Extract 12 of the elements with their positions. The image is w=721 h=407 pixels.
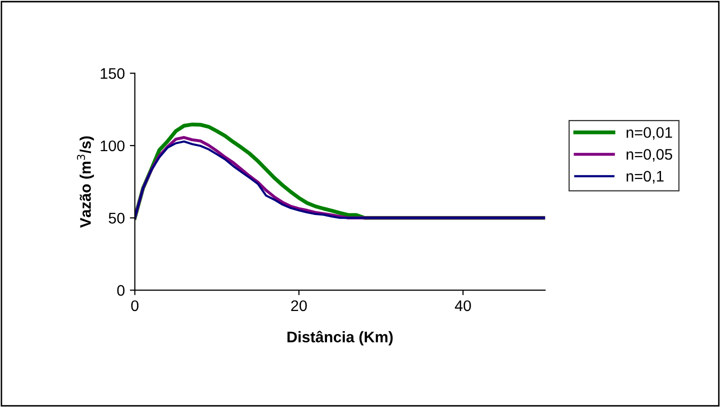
y-axis-title: Vazão (m$^{3}$/s) — [76, 136, 94, 228]
x-tick-label: 40 — [454, 300, 471, 312]
y-tick-label: 0 — [117, 285, 125, 296]
x-tick-label: 20 — [291, 300, 307, 312]
x-axis-title: Distância (Km) — [287, 330, 393, 346]
y-tick-label: 50 — [108, 212, 125, 224]
legend-label: n=0,1 — [626, 170, 664, 184]
y-tick-label: 100 — [100, 140, 125, 152]
y-tick-label: 150 — [100, 68, 125, 79]
legend-label: n=0,01 — [626, 127, 672, 140]
x-tick-label: 0 — [131, 300, 138, 312]
legend-label: n=0,05 — [626, 148, 672, 162]
